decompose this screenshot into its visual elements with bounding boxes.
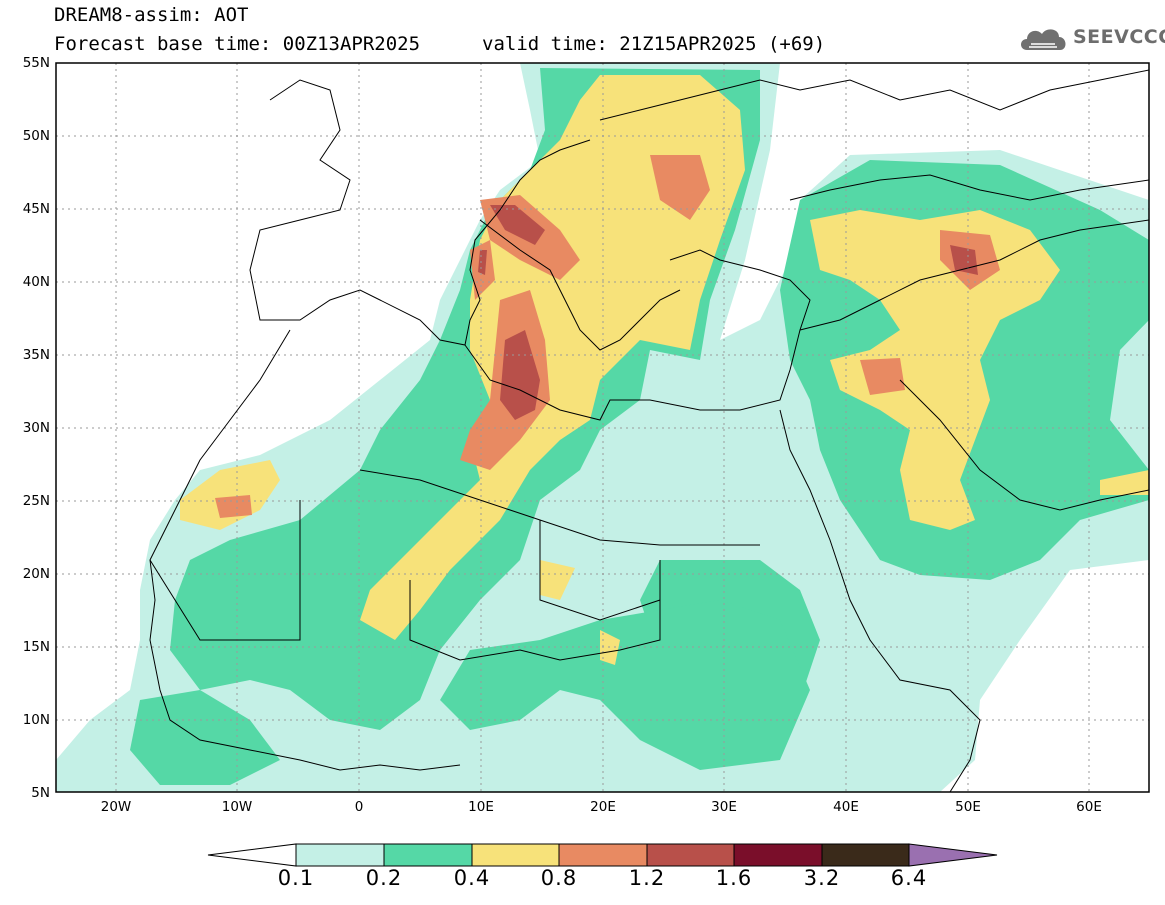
- colorbar-label-0.4: 0.4: [453, 866, 491, 890]
- colorbar-label-0.1: 0.1: [277, 866, 315, 890]
- lat-label-25n: 25N: [22, 493, 50, 509]
- valid-time: valid time: 21Z15APR2025 (+69): [482, 33, 826, 55]
- colorbar-low-arrow: [207, 843, 297, 867]
- colorbar-bin-1: [295, 843, 385, 867]
- lat-label-30n: 30N: [22, 420, 50, 436]
- colorbar-label-3.2: 3.2: [803, 866, 841, 890]
- map-frame: [55, 62, 1150, 793]
- colorbar-high-arrow: [908, 843, 998, 867]
- lon-label-40e: 40E: [833, 799, 859, 815]
- lon-label-60e: 60E: [1076, 799, 1102, 815]
- lat-label-55n: 55N: [22, 55, 50, 71]
- colorbar-bin-6: [733, 843, 823, 867]
- colorbar-label-0.2: 0.2: [365, 866, 403, 890]
- lat-label-50n: 50N: [22, 128, 50, 144]
- lon-label-0: 0: [354, 799, 364, 815]
- lon-label-20e: 20E: [590, 799, 616, 815]
- lat-label-45n: 45N: [22, 201, 50, 217]
- forecast-base-time: Forecast base time: 00Z13APR2025: [54, 33, 421, 55]
- lon-label-20w: 20W: [100, 799, 132, 815]
- map-grid: [56, 63, 1149, 792]
- colorbar-label-0.8: 0.8: [540, 866, 578, 890]
- lat-label-10n: 10N: [22, 712, 50, 728]
- lat-label-5n: 5N: [31, 785, 50, 801]
- coastlines: [149, 69, 1149, 792]
- colorbar-bin-4: [558, 843, 648, 867]
- logo-text: SEEVCCC: [1073, 26, 1165, 48]
- lon-label-10w: 10W: [221, 799, 253, 815]
- lon-label-50e: 50E: [955, 799, 981, 815]
- lat-label-20n: 20N: [22, 566, 50, 582]
- colorbar-bin-7: [821, 843, 910, 867]
- seevccc-logo: SEEVCCC: [1017, 22, 1165, 56]
- lat-label-35n: 35N: [22, 347, 50, 363]
- aot-band-1.2: [478, 205, 978, 420]
- colorbar-bin-2: [383, 843, 473, 867]
- colorbar-label-6.4: 6.4: [890, 866, 928, 890]
- lat-label-15n: 15N: [22, 639, 50, 655]
- colorbar: [207, 843, 998, 867]
- colorbar-label-1.2: 1.2: [628, 866, 666, 890]
- colorbar-label-1.6: 1.6: [715, 866, 753, 890]
- lon-label-10e: 10E: [468, 799, 494, 815]
- cloud-icon: [1021, 29, 1066, 50]
- map-title: DREAM8-assim: AOT: [54, 4, 249, 26]
- aot-band-0.4: [180, 75, 1149, 665]
- lat-label-40n: 40N: [22, 274, 50, 290]
- colorbar-labels: 0.1 0.2 0.4 0.8 1.2 1.6 3.2 6.4: [0, 866, 1165, 896]
- colorbar-bin-3: [471, 843, 560, 867]
- colorbar-bin-5: [646, 843, 735, 867]
- lon-label-30e: 30E: [711, 799, 737, 815]
